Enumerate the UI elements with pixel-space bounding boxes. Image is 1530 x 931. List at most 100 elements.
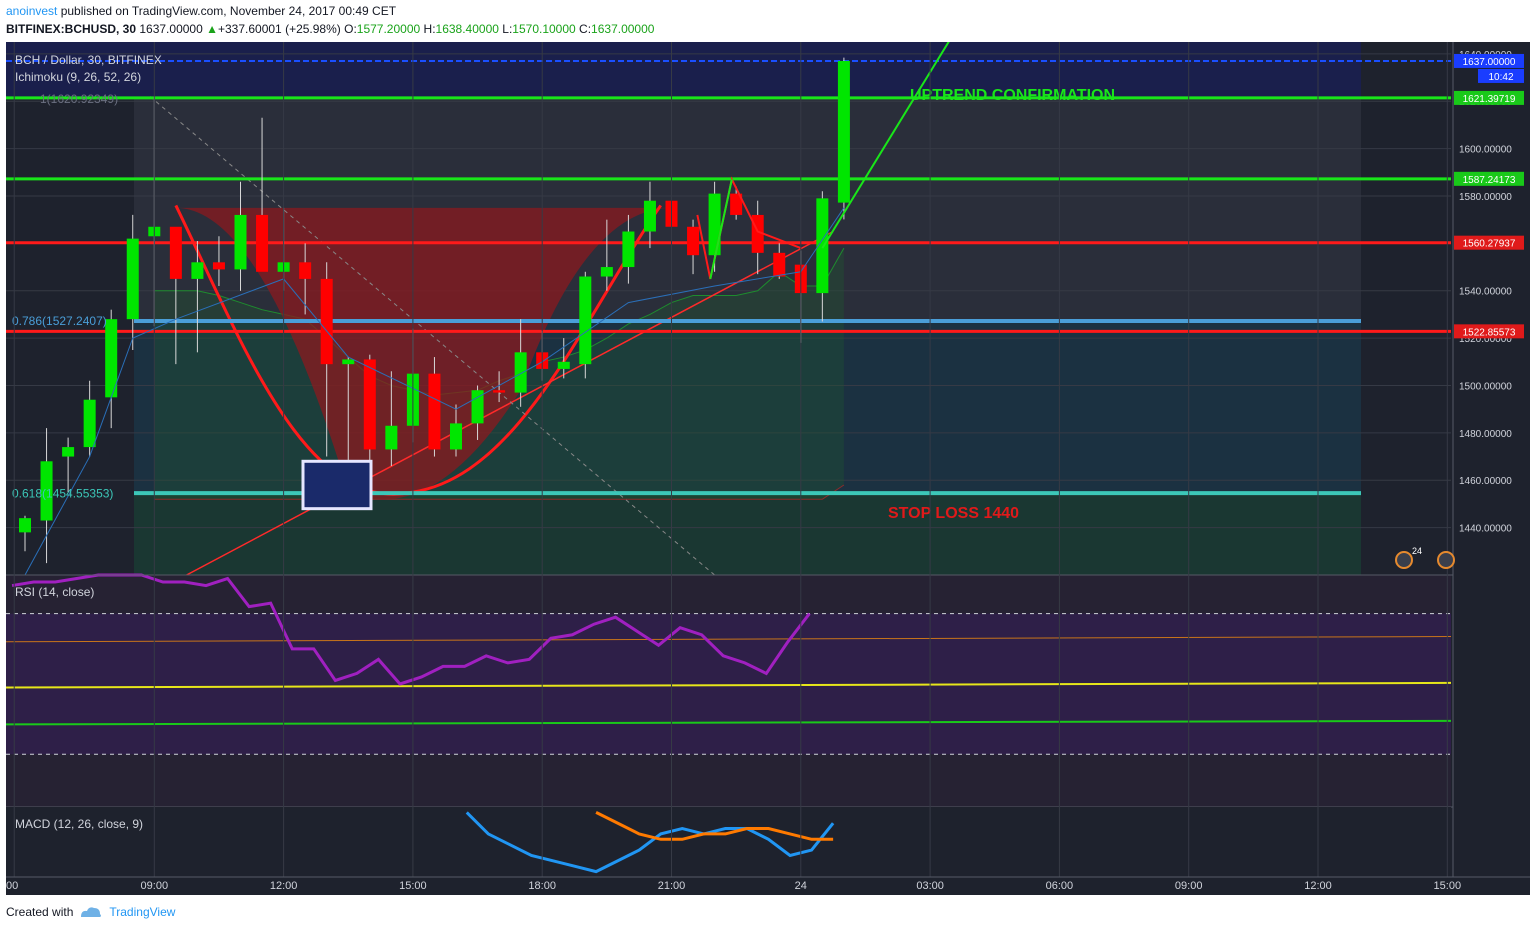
candle-body[interactable] [493,390,506,393]
candle-body[interactable] [126,238,139,320]
price-tag-bg [1454,171,1524,186]
time-tick-label: 12:00 [1304,880,1332,892]
rsi-title: RSI (14, close) [15,585,94,599]
chart-area[interactable]: 0.786(1527.2407) 0.618(1454.55353) 1(1620.… [5,36,1530,895]
candle-body[interactable] [62,447,75,457]
price-time-tag-bg [1478,68,1524,83]
chart-title: BCH / Dollar, 30, BITFINEX [15,53,162,67]
footer: Created with TradingView [6,905,175,919]
price-tick-label: 1480.00000 [1459,429,1512,440]
candle-body[interactable] [579,276,592,365]
candle-body[interactable] [342,359,355,365]
candle-body[interactable] [687,226,700,256]
price-pane[interactable]: 0.786(1527.2407) 0.618(1454.55353) 1(1620.… [6,36,1451,576]
price-tag-label: 1621.39719 [1463,94,1516,105]
author-link[interactable]: anoinvest [6,4,58,18]
candle-body[interactable] [105,319,118,398]
candle-body[interactable] [363,359,376,450]
price-tag-bg [1454,53,1524,68]
signal-line[interactable] [595,811,834,841]
created-with: Created with [6,905,74,919]
fib-label-0786: 0.786(1527.2407) [12,314,107,328]
candle-body[interactable] [730,193,743,215]
candle-body[interactable] [708,193,721,256]
time-tick-label: 09:00 [1175,880,1203,892]
macd-pane[interactable]: MACD (12, 26, close, 9)20.000030.0000 [6,807,1496,877]
support-trendline [186,230,834,576]
candle-body[interactable] [514,352,527,393]
time-tick-label: 15:00 [1434,880,1462,892]
price-tag-label: 1560.27937 [1463,239,1516,250]
candle-body[interactable] [816,198,829,294]
candle-body[interactable] [234,214,247,270]
price-tag-label: 1522.85573 [1463,327,1516,338]
price-tick-label: 1520.00000 [1459,334,1512,345]
rsi-pane[interactable]: RSI (14, close)20.000030.000040.000050.0… [5,573,1530,808]
conversion-line [24,207,845,576]
rsi-level-orange [5,636,1452,643]
close-label: C: [579,22,592,36]
candle-body[interactable] [773,252,786,277]
macd-line[interactable] [465,811,835,874]
open-value: 1577.20000 [356,22,421,36]
change: +337.60001 (+25.98%) [218,22,341,36]
candle-body[interactable] [622,231,635,268]
close-value: 1637.00000 [591,22,655,36]
event-badge-icon[interactable] [1395,551,1413,569]
ichimoku-label: Ichimoku (9, 26, 52, 26) [15,70,141,84]
zigzag-green-up [709,179,733,280]
candle-body[interactable] [643,200,656,232]
tradingview-link[interactable]: TradingView [109,905,176,919]
price-tick-label: 1600.00000 [1459,145,1512,156]
price-tag-bg [1454,235,1524,250]
candle-body[interactable] [169,226,182,279]
price-tick-label: 1440.00000 [1459,524,1512,535]
candle-body[interactable] [600,267,613,277]
price-tick-label: 1580.00000 [1459,192,1512,203]
time-tick-label: 00 [6,880,18,892]
time-axis-bg [6,877,1530,895]
last-price: 1637.00000 [139,22,203,36]
uptrend-annotation: UPTREND CONFIRMATION [910,87,1115,104]
candle-body[interactable] [40,461,53,521]
price-tick-label: 1500.00000 [1459,381,1512,392]
time-tick-label: 18:00 [528,880,556,892]
change-icon: ▲ [206,22,218,36]
price-tag-label: 1587.24173 [1463,175,1516,186]
candle-body[interactable] [83,399,96,448]
candle-body[interactable] [256,214,269,272]
price-time-tag: 10:42 [1488,72,1513,83]
fib-label-1: 1(1620.92349) [40,92,118,106]
candle-body[interactable] [837,60,850,203]
candle-body[interactable] [212,262,225,270]
rsi-line[interactable] [11,573,811,686]
fib-diagonal [149,96,715,576]
candle-body[interactable] [385,425,398,450]
candle-body[interactable] [428,373,441,450]
candle-body[interactable] [320,278,333,365]
stop-zone-box [301,459,373,511]
candle-body[interactable] [450,423,462,450]
candle-body[interactable] [19,518,31,533]
price-tag-bg [1454,90,1524,105]
time-tick-label: 03:00 [916,880,944,892]
macd-title: MACD (12, 26, close, 9) [15,817,143,831]
tradingview-logo-icon[interactable] [79,905,103,919]
price-tick-label: 1540.00000 [1459,287,1512,298]
time-tick-label: 06:00 [1046,880,1074,892]
open-label: O: [344,22,357,36]
rsi-level-yellow [5,681,1452,689]
upper-fib-zone [6,42,1361,100]
publish-line: anoinvest published on TradingView.com, … [6,4,396,18]
fib-label-0618: 0.618(1454.55353) [12,486,113,500]
rsi-level-green [5,719,1452,726]
candle-body[interactable] [191,262,204,279]
symbol[interactable]: BITFINEX:BCHUSD, 30 [6,22,137,36]
chart-svg[interactable]: 0.786(1527.2407) 0.618(1454.55353) 1(1620.… [5,36,1530,895]
cup-fill [175,207,672,500]
event-badge-icon[interactable] [1437,551,1455,569]
high-label: H: [423,22,436,36]
candle-body[interactable] [557,361,570,369]
candle-body[interactable] [299,262,312,279]
price-tag-bg [1454,324,1524,339]
